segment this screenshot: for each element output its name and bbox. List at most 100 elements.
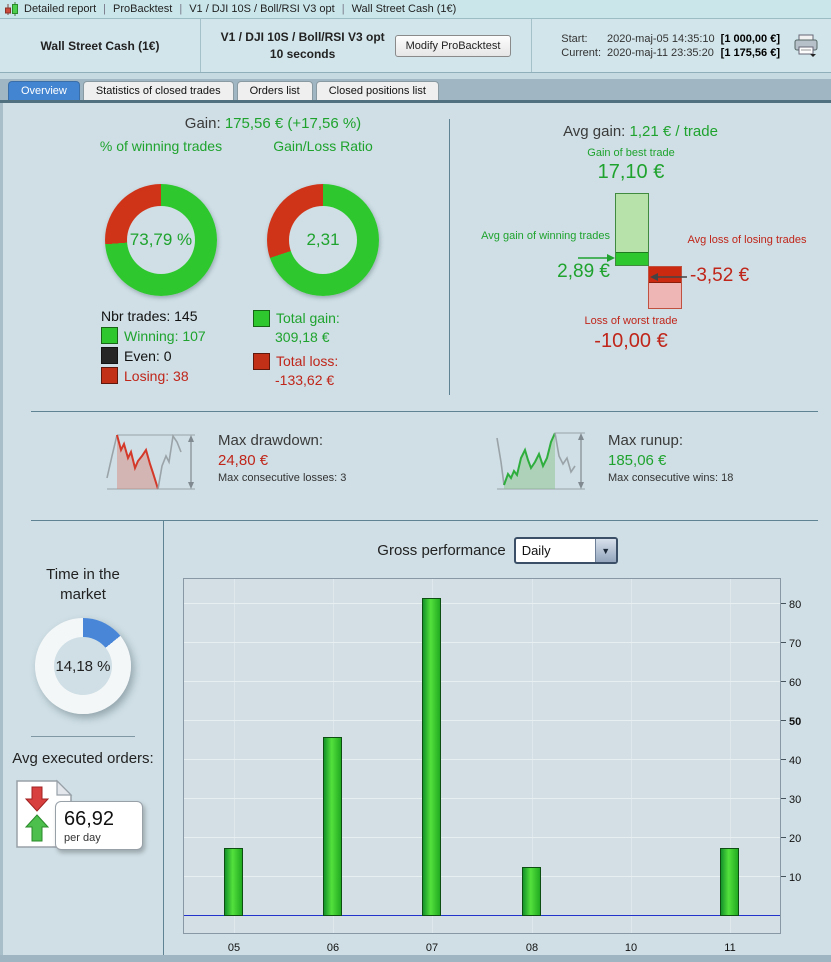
time-in-market-label: Time in the market xyxy=(46,566,120,603)
tab-orders-list[interactable]: Orders list xyxy=(236,81,313,100)
best-trade-bar xyxy=(615,193,649,266)
titlebar-separator: | xyxy=(179,3,183,15)
avg-orders-value: 66,92 xyxy=(64,807,115,830)
max-drawdown-block: Max drawdown: 24,80 € Max consecutive lo… xyxy=(103,428,493,506)
x-tick-label: 06 xyxy=(326,942,340,954)
horizontal-gridline xyxy=(184,798,780,799)
titlebar-separator: | xyxy=(103,3,107,15)
report-header: Wall Street Cash (1€) V1 / DJI 10S / Bol… xyxy=(0,19,831,73)
drawdown-sparkline xyxy=(106,433,195,490)
even-swatch xyxy=(101,347,118,364)
losing-count: Losing: 38 xyxy=(124,367,189,384)
y-tick-mark xyxy=(781,681,786,682)
y-tick-label: 20 xyxy=(789,833,802,845)
runup-sparkline xyxy=(496,432,585,490)
max-consecutive-losses: Max consecutive losses: 3 xyxy=(218,472,347,484)
section-divider xyxy=(31,411,818,412)
x-tick-label: 05 xyxy=(227,942,241,954)
start-equity: [1 000,00 €] xyxy=(720,32,780,45)
vertical-gridline xyxy=(631,579,632,933)
avg-gain-value: 1,21 € / trade xyxy=(629,123,718,140)
best-trade-value: 17,10 € xyxy=(597,161,665,183)
market-stats-panel: Time in the market 14,18 % Avg executed … xyxy=(3,521,164,955)
print-icon[interactable] xyxy=(793,34,819,58)
avg-orders-graphic: 66,92 per day xyxy=(3,777,163,877)
performance-bar xyxy=(422,598,441,916)
vertical-gridline xyxy=(532,579,533,933)
avg-loss-label: Avg loss of losing trades xyxy=(687,234,807,246)
winning-count: Winning: 107 xyxy=(124,327,206,344)
avg-orders-label: Avg executed orders: xyxy=(12,750,154,767)
x-tick-label: 11 xyxy=(724,942,736,954)
max-runup-value: 185,06 € xyxy=(608,452,667,469)
worst-trade-label: Loss of worst trade xyxy=(584,315,678,327)
gain-panel: Gain: 175,56 € (+17,56 %) % of winning t… xyxy=(3,115,449,397)
system-timeframe: 10 seconds xyxy=(269,46,336,61)
winning-trades-title: % of winning trades xyxy=(99,138,223,154)
avg-win-label: Avg gain of winning trades xyxy=(481,230,610,242)
tab-statistics[interactable]: Statistics of closed trades xyxy=(82,81,234,100)
system-name: V1 / DJI 10S / Boll/RSI V3 opt xyxy=(220,30,385,45)
max-drawdown-value: 24,80 € xyxy=(218,452,269,469)
winning-pct: 73,79 % xyxy=(129,230,193,249)
y-tick-label: 60 xyxy=(789,677,802,689)
modify-probacktest-button[interactable]: Modify ProBacktest xyxy=(394,34,512,57)
titlebar-segment: V1 / DJI 10S / Boll/RSI V3 opt xyxy=(189,3,335,15)
max-drawdown-title: Max drawdown: xyxy=(218,432,324,449)
max-consecutive-wins: Max consecutive wins: 18 xyxy=(608,472,734,484)
horizontal-gridline xyxy=(184,837,780,838)
winning-swatch xyxy=(101,327,118,344)
avg-win-segment xyxy=(616,252,648,265)
performance-section: Time in the market 14,18 % Avg executed … xyxy=(3,521,831,955)
y-tick-label: 70 xyxy=(789,638,802,650)
total-loss-label: Total loss: xyxy=(276,353,339,369)
y-tick-mark xyxy=(781,603,786,604)
tab-bar: Overview Statistics of closed trades Ord… xyxy=(0,79,831,103)
gain-value: 175,56 € (+17,56 %) xyxy=(224,115,362,132)
chevron-down-icon[interactable]: ▼ xyxy=(594,539,616,562)
y-tick-mark xyxy=(781,720,786,721)
totals-legend: Total gain: 309,18 € Total loss: -133,62… xyxy=(253,308,340,396)
vertical-gridline xyxy=(730,579,731,933)
y-tick-label: 10 xyxy=(789,872,802,884)
avg-gain-panel: Avg gain: 1,21 € / trade Gain of best tr… xyxy=(450,115,831,397)
current-label: Current: xyxy=(561,46,602,59)
small-divider xyxy=(31,736,135,737)
horizontal-gridline xyxy=(184,876,780,877)
y-tick-mark xyxy=(781,642,786,643)
horizontal-gridline xyxy=(184,720,780,721)
losing-swatch xyxy=(101,367,118,384)
tab-overview[interactable]: Overview xyxy=(8,81,80,100)
max-runup-title: Max runup: xyxy=(608,432,684,449)
horizontal-gridline xyxy=(184,681,780,682)
right-arrow-icon xyxy=(578,254,615,262)
y-tick-label: 40 xyxy=(789,755,802,767)
vertical-gridline xyxy=(234,579,235,933)
x-tick-label: 10 xyxy=(624,942,638,954)
equity-summary: Start: 2020-maj-05 14:35:10 [1 000,00 €]… xyxy=(532,19,831,72)
gain-loss-ratio-title: Gain/Loss Ratio xyxy=(273,138,373,154)
best-trade-label: Gain of best trade xyxy=(587,147,675,159)
title-bar: Detailed report | ProBacktest | V1 / DJI… xyxy=(0,0,831,19)
tab-spacer xyxy=(0,73,831,79)
ratio-donut: 2,31 xyxy=(267,184,379,296)
total-gain-swatch xyxy=(253,310,270,327)
tab-closed-positions[interactable]: Closed positions list xyxy=(315,81,439,100)
gross-performance-zone: Gross performance Daily ▼ 05 06 07 08 10 11 10… xyxy=(164,521,831,955)
y-tick-mark xyxy=(781,837,786,838)
horizontal-gridline xyxy=(184,603,780,604)
gain-section: Gain: 175,56 € (+17,56 %) % of winning t… xyxy=(3,115,831,397)
left-arrow-icon xyxy=(650,273,687,281)
total-gain-label: Total gain: xyxy=(276,310,340,326)
zero-line xyxy=(184,915,780,916)
titlebar-segment: ProBacktest xyxy=(113,3,173,15)
y-tick-mark xyxy=(781,759,786,760)
y-tick-label: 30 xyxy=(789,794,802,806)
titlebar-segment: Detailed report xyxy=(24,3,97,15)
avg-orders-unit: per day xyxy=(64,831,101,844)
performance-bar xyxy=(224,848,243,916)
system-info: V1 / DJI 10S / Boll/RSI V3 opt 10 second… xyxy=(201,19,532,72)
period-select[interactable]: Daily ▼ xyxy=(513,537,618,564)
current-datetime: 2020-maj-11 23:35:20 xyxy=(607,46,714,59)
